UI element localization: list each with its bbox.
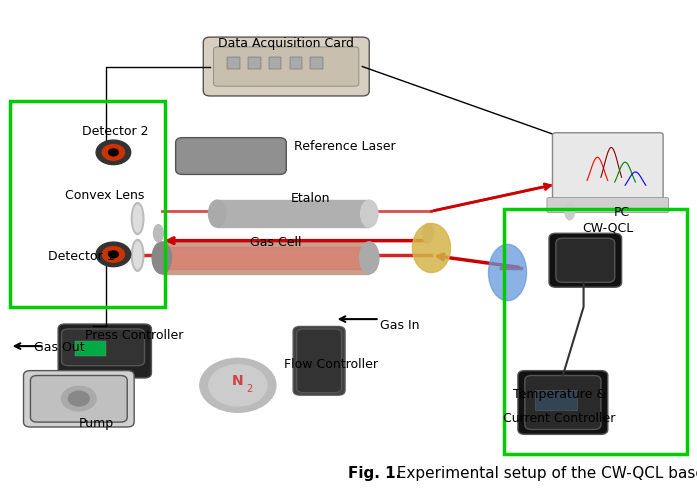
Bar bbox=[535, 390, 576, 410]
Bar bbox=[248, 57, 261, 69]
Text: CW-QCL: CW-QCL bbox=[582, 221, 634, 234]
Text: 2: 2 bbox=[246, 384, 252, 394]
Text: Current Controller: Current Controller bbox=[503, 412, 615, 425]
FancyBboxPatch shape bbox=[518, 371, 608, 434]
Text: PC: PC bbox=[613, 206, 630, 219]
FancyBboxPatch shape bbox=[176, 138, 286, 175]
Circle shape bbox=[109, 251, 118, 258]
Bar bbox=[227, 57, 240, 69]
Ellipse shape bbox=[565, 203, 574, 220]
FancyBboxPatch shape bbox=[204, 37, 369, 96]
Ellipse shape bbox=[153, 225, 163, 242]
Text: Pump: Pump bbox=[79, 417, 114, 430]
Circle shape bbox=[200, 358, 276, 412]
FancyBboxPatch shape bbox=[24, 371, 134, 427]
Text: Fig. 1.: Fig. 1. bbox=[348, 466, 401, 481]
Circle shape bbox=[96, 140, 131, 165]
Text: Etalon: Etalon bbox=[291, 191, 330, 204]
Text: Reference Laser: Reference Laser bbox=[294, 140, 396, 153]
Ellipse shape bbox=[360, 200, 378, 227]
Text: Gas Cell: Gas Cell bbox=[250, 236, 302, 248]
Ellipse shape bbox=[133, 205, 141, 232]
Text: Convex Lens: Convex Lens bbox=[65, 189, 144, 202]
FancyBboxPatch shape bbox=[549, 233, 622, 287]
Ellipse shape bbox=[132, 203, 144, 235]
Bar bbox=[162, 242, 369, 274]
Bar bbox=[75, 341, 107, 356]
Ellipse shape bbox=[133, 242, 141, 269]
FancyBboxPatch shape bbox=[547, 197, 668, 213]
Ellipse shape bbox=[208, 200, 226, 227]
Text: Gas Out: Gas Out bbox=[34, 341, 84, 354]
FancyBboxPatch shape bbox=[293, 326, 345, 395]
Text: Press Controller: Press Controller bbox=[85, 329, 183, 342]
Bar bbox=[310, 57, 323, 69]
Text: Detector 2: Detector 2 bbox=[82, 125, 148, 138]
Ellipse shape bbox=[152, 242, 171, 274]
FancyBboxPatch shape bbox=[297, 329, 342, 393]
Text: Gas In: Gas In bbox=[380, 319, 419, 332]
Bar bbox=[10, 101, 165, 307]
Circle shape bbox=[102, 144, 125, 160]
Bar bbox=[290, 57, 302, 69]
Circle shape bbox=[109, 149, 118, 156]
FancyBboxPatch shape bbox=[58, 324, 151, 378]
FancyBboxPatch shape bbox=[214, 47, 359, 86]
FancyBboxPatch shape bbox=[556, 238, 615, 282]
Text: Flow Controller: Flow Controller bbox=[284, 358, 378, 372]
Ellipse shape bbox=[422, 224, 434, 243]
Circle shape bbox=[209, 365, 267, 406]
Ellipse shape bbox=[360, 242, 379, 274]
Bar bbox=[169, 247, 366, 269]
Ellipse shape bbox=[132, 240, 144, 271]
Ellipse shape bbox=[413, 224, 450, 272]
Circle shape bbox=[61, 386, 96, 411]
Circle shape bbox=[102, 247, 125, 262]
Text: N: N bbox=[232, 374, 244, 388]
Circle shape bbox=[96, 242, 131, 267]
Bar bbox=[269, 57, 282, 69]
Text: Experimental setup of the CW-QCL based laser spectrometer.: Experimental setup of the CW-QCL based l… bbox=[387, 466, 697, 481]
Text: Data Acquisition Card: Data Acquisition Card bbox=[218, 37, 354, 50]
Bar bbox=[217, 200, 369, 227]
Circle shape bbox=[68, 391, 89, 406]
FancyBboxPatch shape bbox=[525, 375, 601, 430]
Bar bbox=[504, 209, 687, 454]
Ellipse shape bbox=[489, 245, 526, 301]
Text: Temperature &: Temperature & bbox=[513, 388, 606, 401]
FancyBboxPatch shape bbox=[31, 375, 128, 422]
Text: Detector 1: Detector 1 bbox=[47, 250, 114, 263]
FancyBboxPatch shape bbox=[553, 133, 663, 201]
FancyBboxPatch shape bbox=[61, 329, 144, 366]
